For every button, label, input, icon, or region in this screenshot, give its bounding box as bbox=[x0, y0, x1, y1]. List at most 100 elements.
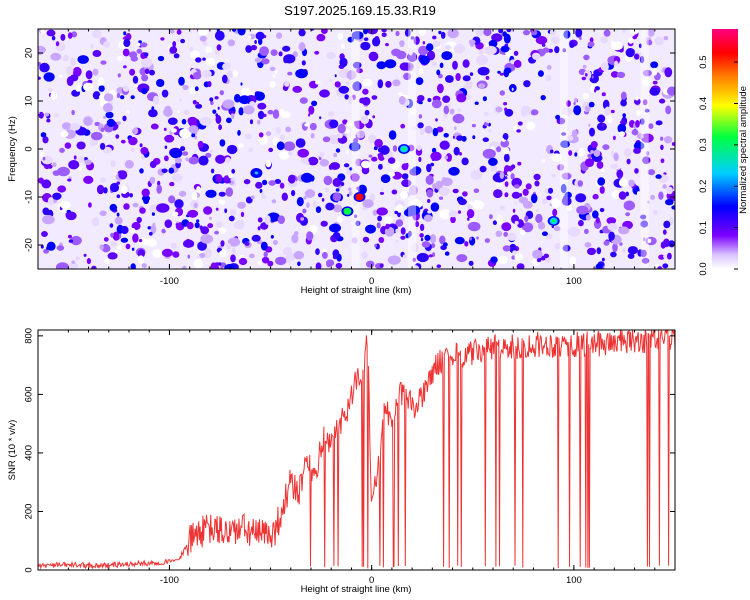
spectrogram-cell bbox=[248, 35, 252, 39]
spectrogram-cell bbox=[576, 205, 589, 215]
spectrogram-cell bbox=[407, 205, 421, 216]
spectrogram-cell bbox=[132, 127, 139, 135]
spectrogram-cell bbox=[455, 73, 461, 81]
spectrogram-cell bbox=[374, 138, 383, 148]
spectrogram-cell bbox=[272, 109, 280, 119]
spectrogram-cell bbox=[103, 237, 109, 242]
spectrogram-cell bbox=[161, 228, 166, 234]
spectrogram-cell bbox=[190, 50, 201, 59]
spectrogram-cell bbox=[596, 122, 607, 131]
spectrogram-cell bbox=[102, 103, 113, 113]
spectrogram-cell bbox=[577, 180, 583, 187]
spectrogram-cell bbox=[336, 216, 343, 224]
x-tick-label: -100 bbox=[160, 276, 179, 287]
spectrogram-cell bbox=[412, 257, 416, 262]
spectrogram-cell bbox=[477, 66, 490, 76]
spectrogram-cell bbox=[99, 142, 106, 150]
spectrogram-cell bbox=[278, 108, 285, 117]
spectrogram-cell bbox=[168, 195, 176, 204]
spectrogram-cell bbox=[130, 227, 136, 234]
spectrogram-cell bbox=[443, 105, 450, 115]
spectrogram-cell bbox=[592, 210, 599, 219]
spectrogram-cell bbox=[354, 214, 358, 218]
spectrogram-cell bbox=[199, 35, 207, 42]
spectrogram-cell bbox=[655, 174, 662, 179]
spectrogram-cell bbox=[633, 147, 642, 154]
spectrogram-cell bbox=[417, 122, 424, 129]
spectrogram-cell bbox=[284, 81, 290, 87]
spectrogram-cell bbox=[349, 136, 353, 141]
spectrogram-cell bbox=[170, 128, 177, 133]
spectrogram-cell bbox=[249, 253, 255, 259]
spectrogram-cell bbox=[499, 90, 505, 96]
spectrogram-cell bbox=[554, 242, 562, 250]
spectrogram-cell bbox=[259, 189, 263, 193]
spectrogram-cell bbox=[462, 75, 471, 82]
spectrogram-cell bbox=[272, 240, 278, 245]
spectrogram-cell bbox=[385, 43, 389, 47]
spectrogram-cell bbox=[362, 78, 373, 87]
spectrogram-cell bbox=[123, 31, 127, 36]
hotspot-core bbox=[357, 195, 362, 199]
spectrogram-cell bbox=[642, 156, 651, 164]
spectrogram-cell bbox=[346, 120, 355, 128]
spectrogram-cell bbox=[116, 194, 121, 199]
spectrogram-cell bbox=[103, 187, 108, 194]
spectrogram-x-axis-label: Height of straight line (km) bbox=[301, 285, 412, 296]
spectrogram-cell bbox=[149, 160, 157, 169]
spectrogram-cell bbox=[578, 147, 585, 157]
spectrogram-cell bbox=[130, 147, 135, 153]
spectrogram-cell bbox=[464, 241, 469, 247]
spectrogram-cell bbox=[563, 30, 571, 39]
spectrogram-cell bbox=[231, 29, 237, 32]
spectrogram-cell bbox=[514, 253, 523, 261]
spectrogram-cell bbox=[41, 231, 48, 237]
spectrogram-cell bbox=[196, 186, 201, 193]
spectrogram-cell bbox=[489, 214, 493, 220]
spectrogram-cell bbox=[435, 118, 438, 122]
spectrogram-cell bbox=[161, 248, 173, 257]
spectrogram-cell bbox=[501, 222, 512, 232]
spectrogram-cell bbox=[226, 243, 232, 250]
spectrogram-cell bbox=[222, 74, 228, 84]
spectrogram-cell bbox=[250, 195, 255, 200]
spectrogram-cell bbox=[439, 235, 446, 245]
spectrogram-cell bbox=[448, 166, 460, 176]
spectrogram-cell bbox=[130, 95, 135, 100]
spectrogram-cell bbox=[504, 67, 512, 74]
spectrogram-cell bbox=[546, 233, 553, 239]
spectrogram-cell bbox=[96, 184, 105, 195]
spectrogram-cell bbox=[472, 135, 476, 140]
spectrogram-cell bbox=[431, 61, 437, 67]
spectrogram-cell bbox=[42, 214, 55, 225]
spectrogram-cell bbox=[400, 235, 406, 240]
spectrogram-cell bbox=[594, 88, 597, 93]
spectrogram-cell bbox=[468, 260, 474, 266]
spectrogram-cell bbox=[315, 248, 320, 256]
spectrogram-cell bbox=[603, 29, 611, 37]
spectrogram-cell bbox=[387, 255, 401, 265]
spectrogram-cell bbox=[380, 174, 391, 184]
spectrogram-cell bbox=[568, 150, 573, 156]
spectrogram-cell bbox=[332, 249, 340, 258]
spectrogram-cell bbox=[68, 262, 79, 269]
spectrogram-cell bbox=[130, 263, 136, 269]
spectrogram-band bbox=[640, 29, 649, 269]
spectrogram-cell bbox=[535, 36, 548, 45]
spectrogram-cell bbox=[310, 133, 315, 139]
spectrogram-cell bbox=[553, 226, 561, 232]
spectrogram-cell bbox=[346, 166, 355, 176]
snr-y-axis-label: SNR (10 * v/v) bbox=[7, 420, 18, 481]
spectrogram-cell bbox=[308, 113, 311, 117]
spectrogram-cell bbox=[400, 190, 408, 199]
spectrogram-cell bbox=[298, 29, 306, 37]
spectrogram-cell bbox=[66, 65, 74, 76]
spectrogram-cell bbox=[432, 40, 441, 47]
spectrogram-cell bbox=[560, 140, 570, 148]
spectrogram-cells bbox=[38, 29, 675, 269]
spectrogram-cell bbox=[388, 130, 397, 140]
spectrogram-cell bbox=[427, 98, 432, 102]
spectrogram-cell bbox=[587, 41, 595, 47]
spectrogram-cell bbox=[395, 204, 404, 213]
spectrogram-cell bbox=[516, 263, 525, 269]
